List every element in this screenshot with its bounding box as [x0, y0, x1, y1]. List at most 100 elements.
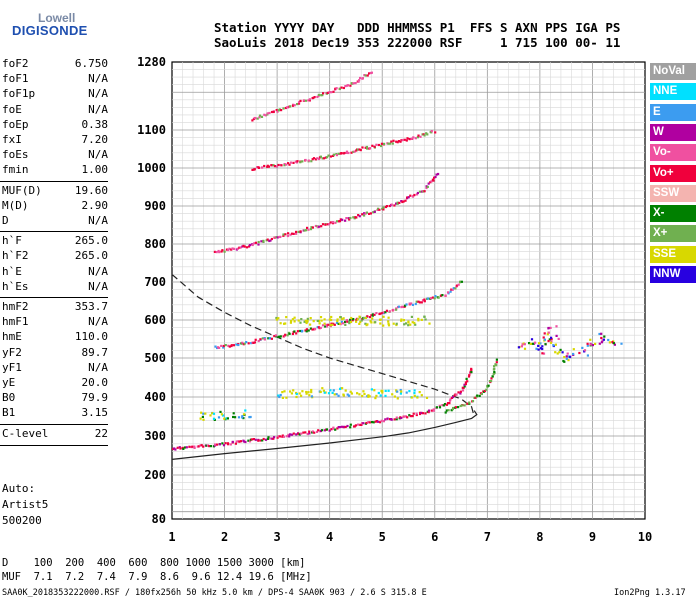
auto-software: Artist5 [2, 498, 49, 511]
echo-point [424, 318, 427, 321]
param-separator [0, 444, 108, 446]
echo-point [219, 410, 222, 413]
echo-point [330, 91, 333, 94]
echo-point [370, 321, 373, 324]
echo-point [358, 322, 361, 325]
echo-point [450, 288, 453, 291]
echo-point [338, 220, 342, 223]
echo-point [257, 339, 260, 343]
echo-point [250, 438, 253, 441]
echo-point [278, 395, 281, 399]
echo-point [385, 309, 388, 312]
footer-file-info: SAA0K_2018353222000.RSF / 180fx256h 50 k… [2, 588, 427, 598]
echo-point [325, 325, 329, 328]
param-name: B1 [2, 406, 16, 420]
echo-point [381, 207, 384, 210]
echo-point [243, 245, 246, 248]
echo-point [278, 435, 281, 438]
echo-point [459, 280, 462, 283]
echo-point [392, 308, 395, 311]
x-tick-label: 9 [589, 530, 596, 544]
echo-point [323, 318, 326, 321]
echo-point [247, 439, 250, 442]
echo-point [490, 379, 493, 383]
echo-point [291, 104, 295, 107]
echo-point [242, 244, 245, 247]
echo-point [275, 165, 279, 168]
param-row: foEs N/A [2, 148, 108, 162]
echo-point [405, 303, 408, 306]
echo-point [543, 338, 546, 341]
echo-point [333, 393, 336, 396]
echo-point [373, 210, 376, 213]
echo-point [426, 297, 429, 300]
echo-point [322, 389, 325, 392]
echo-point [277, 163, 280, 167]
param-name: h`F2 [2, 249, 29, 263]
echo-point [372, 421, 375, 424]
echo-point [493, 370, 496, 374]
echo-point [424, 412, 427, 415]
echo-point [468, 374, 471, 377]
echo-point [344, 219, 347, 222]
echo-point [467, 375, 471, 378]
param-value: 22 [94, 426, 108, 440]
echo-point [305, 328, 308, 331]
echo-point [322, 157, 326, 160]
echo-point [276, 110, 279, 113]
echo-point [373, 313, 376, 316]
echo-point [381, 391, 384, 394]
echo-point [335, 321, 339, 324]
echo-point [235, 440, 238, 443]
legend-item-e: E [650, 103, 696, 121]
echo-point [252, 438, 255, 441]
echo-point [355, 320, 358, 323]
echo-point [601, 339, 604, 342]
echo-point [491, 375, 494, 378]
echo-point [223, 250, 226, 253]
echo-point [287, 162, 290, 165]
echo-point [382, 420, 385, 423]
echo-point [225, 417, 228, 420]
echo-point [586, 354, 589, 357]
echo-point [266, 238, 269, 241]
echo-point [218, 251, 221, 254]
echo-point [375, 420, 378, 423]
echo-point [410, 137, 413, 140]
echo-point [365, 421, 368, 425]
param-value: 265.0 [74, 234, 108, 248]
echo-point [309, 317, 312, 320]
echo-point [426, 185, 429, 188]
echo-point [359, 149, 362, 152]
echo-point [382, 315, 385, 318]
param-name: foE [2, 102, 22, 116]
echo-point [366, 74, 369, 77]
param-separator [0, 180, 108, 182]
echo-point [368, 147, 372, 150]
echo-point [295, 392, 298, 396]
echo-point [471, 400, 475, 403]
param-row: MUF(D) 19.60 [2, 184, 108, 198]
echo-point [324, 156, 327, 159]
y-tick-label: 80 [152, 512, 166, 526]
echo-point [384, 394, 387, 397]
echo-point [480, 392, 483, 396]
echo-point [274, 334, 277, 337]
echo-point [419, 135, 422, 138]
echo-point [281, 434, 284, 437]
param-name: C-level [2, 426, 49, 440]
echo-point [205, 444, 208, 447]
legend-item-x-: X- [650, 205, 696, 223]
echo-point [287, 232, 290, 235]
echo-point [299, 230, 302, 233]
echo-point [357, 423, 360, 426]
echo-point [308, 98, 311, 101]
echo-point [404, 415, 407, 418]
logo-line1: Lowell [38, 11, 76, 25]
echo-point [214, 345, 217, 348]
echo-point [258, 114, 262, 117]
echo-point [298, 101, 301, 104]
echo-point [364, 322, 367, 325]
echo-point [420, 301, 423, 304]
echo-point [369, 212, 372, 215]
